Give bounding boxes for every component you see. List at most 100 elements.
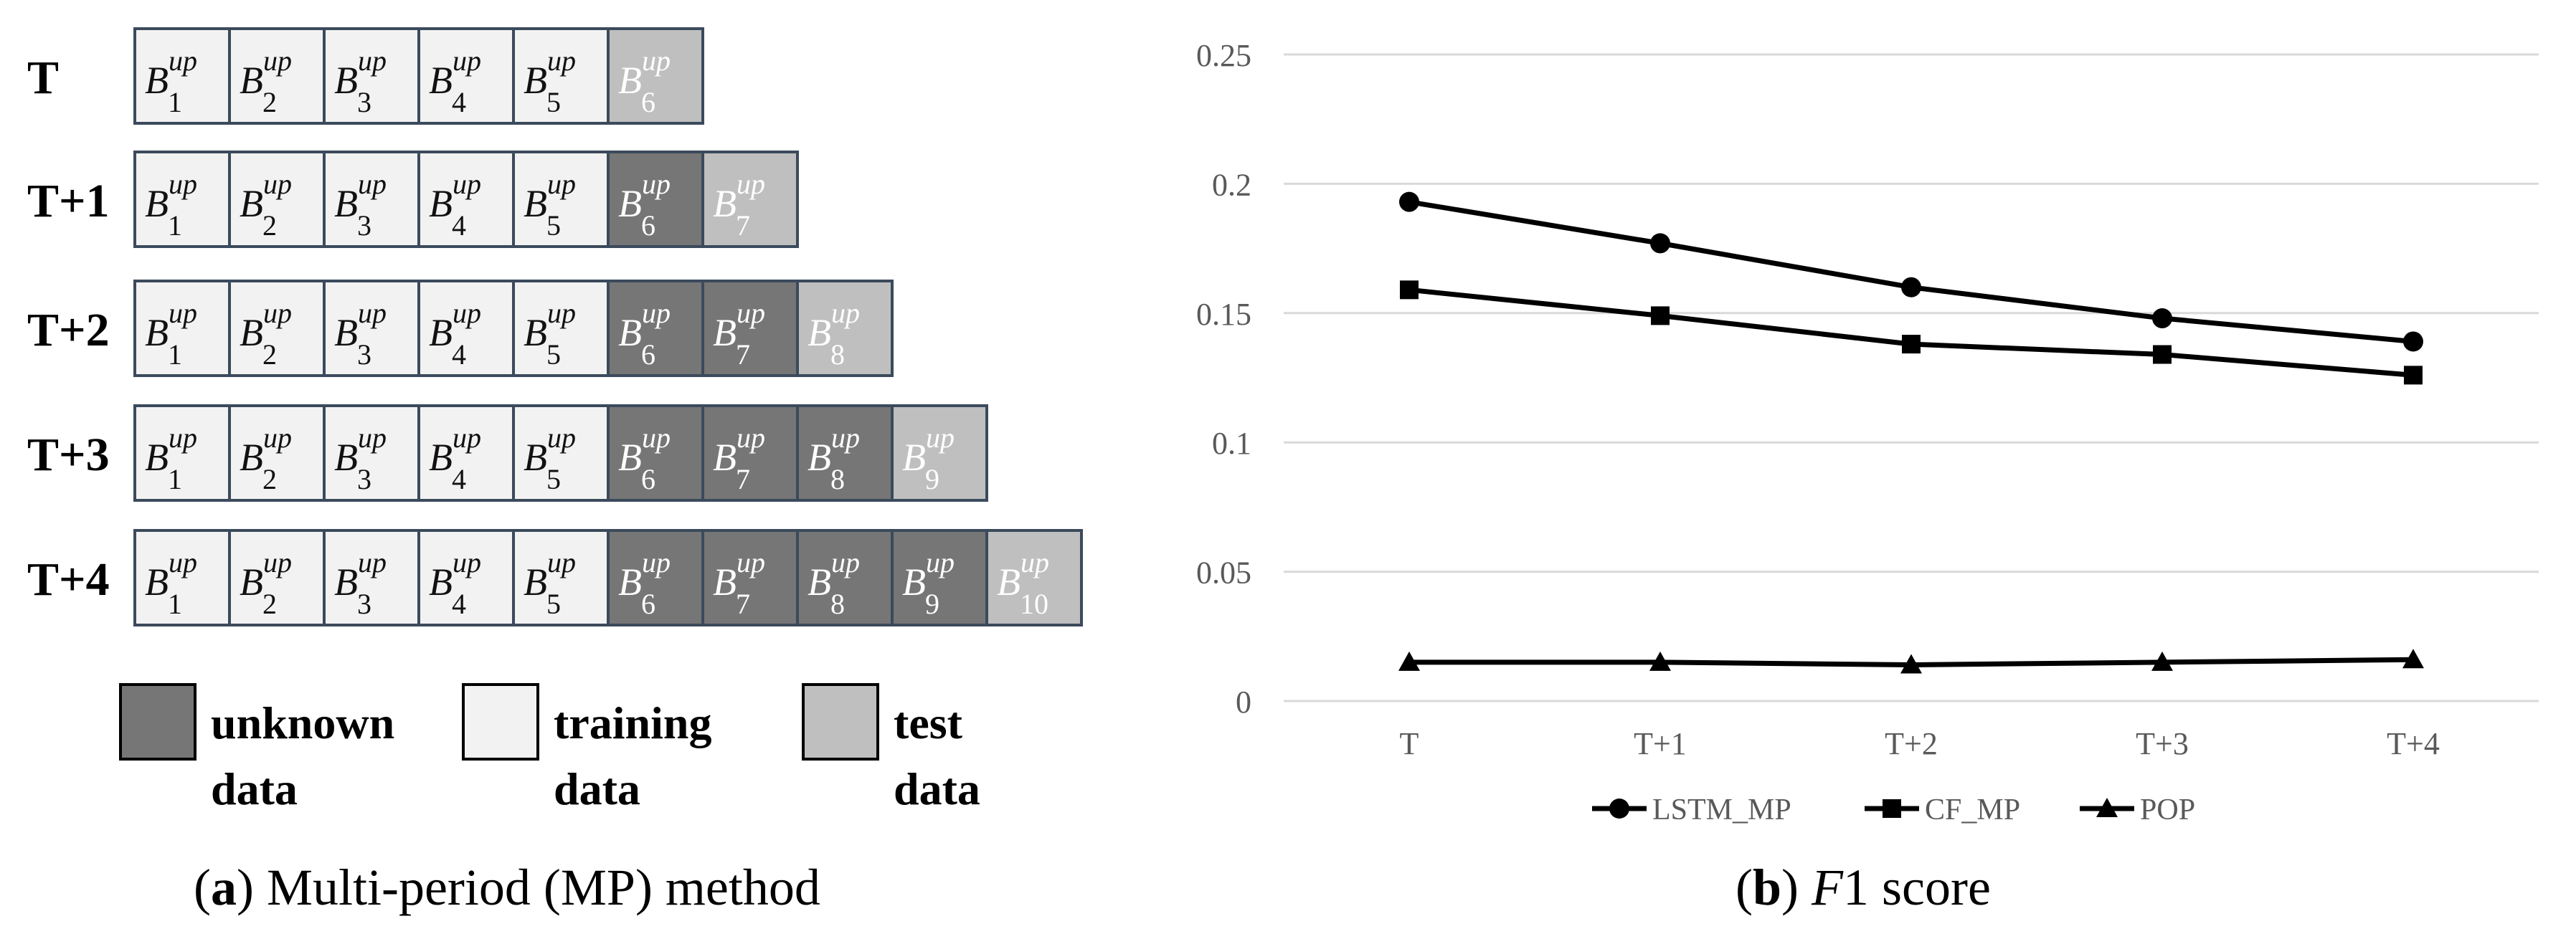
- series-lstm-mp: [1399, 191, 2423, 352]
- block-subscript: 7: [736, 209, 750, 242]
- y-tick-label: 0.05: [1196, 556, 1251, 591]
- y-tick-label: 0.2: [1212, 167, 1251, 202]
- y-tick-label: 0: [1236, 685, 1251, 720]
- caption-letter: a: [211, 859, 237, 916]
- block-symbol: B: [524, 561, 547, 604]
- legend-label-line2: data: [554, 763, 640, 814]
- block-label: Bup 5: [524, 421, 576, 495]
- block-symbol: B: [524, 59, 547, 102]
- data-point: [2153, 345, 2172, 364]
- row-label: T+4: [27, 553, 110, 606]
- data-point: [2402, 649, 2424, 669]
- block-training: [512, 404, 610, 502]
- legend-label-line1: unknown: [211, 697, 394, 748]
- block-subscript: 3: [357, 463, 371, 495]
- block-subscript: 4: [452, 338, 466, 371]
- caption-paren-close: ): [1781, 859, 1812, 916]
- block-subscript: 6: [641, 338, 655, 371]
- block-superscript: up: [831, 297, 860, 329]
- block-unknown: [701, 529, 799, 626]
- legend-label: POP: [2140, 794, 2195, 826]
- data-point: [1399, 191, 1419, 212]
- block-subscript: 9: [925, 463, 939, 495]
- block-subscript: 4: [452, 86, 466, 118]
- legend-marker: [1609, 799, 1629, 819]
- data-point: [1900, 654, 1922, 674]
- block-superscript: up: [547, 421, 576, 454]
- block-subscript: 5: [546, 86, 561, 118]
- block-symbol: B: [145, 561, 169, 604]
- legend-marker: [1883, 799, 1901, 818]
- block-label: Bup 9: [902, 546, 955, 620]
- block-training: [323, 151, 420, 248]
- block-symbol: B: [145, 59, 169, 102]
- block-symbol: B: [334, 561, 358, 604]
- block-symbol: B: [902, 561, 926, 604]
- block-label: Bup 3: [334, 168, 387, 242]
- series-cf-mp: [1400, 280, 2423, 385]
- block-label: Bup 8: [808, 421, 860, 495]
- block-label: Bup 5: [524, 546, 576, 620]
- block-unknown: [891, 529, 988, 626]
- block-symbol: B: [524, 311, 547, 354]
- legend-swatch-test: [802, 683, 879, 761]
- block-subscript: 1: [168, 209, 182, 242]
- panel-b-caption: (b) F1 score: [1736, 859, 1991, 916]
- block-label: Bup 3: [334, 546, 387, 620]
- block-subscript: 3: [357, 588, 371, 620]
- block-superscript: up: [453, 421, 481, 454]
- block-training: [417, 151, 515, 248]
- block-subscript: 6: [641, 86, 655, 118]
- block-subscript: 1: [168, 338, 182, 371]
- series-line: [1408, 287, 2414, 378]
- block-label: Bup 3: [334, 297, 387, 371]
- block-subscript: 6: [641, 588, 655, 620]
- block-subscript: 2: [262, 209, 277, 242]
- block-symbol: B: [429, 311, 453, 354]
- block-symbol: B: [429, 182, 453, 225]
- block-label: Bup 8: [808, 546, 860, 620]
- block-label: Bup 6: [618, 297, 671, 371]
- block-subscript: 3: [357, 338, 371, 371]
- block-superscript: up: [263, 421, 292, 454]
- block-label: Bup 3: [334, 421, 387, 495]
- block-subscript: 2: [262, 463, 277, 495]
- row-label: T+3: [27, 429, 110, 481]
- y-tick-label: 0.15: [1196, 297, 1251, 332]
- data-point: [1649, 651, 1671, 671]
- block-symbol: B: [713, 311, 737, 354]
- block-symbol: B: [240, 182, 263, 225]
- block-label: Bup 9: [902, 421, 955, 495]
- block-training: [323, 27, 420, 125]
- block-training: [228, 404, 326, 502]
- block-label: Bup 5: [524, 297, 576, 371]
- block-label: Bup 1: [145, 421, 197, 495]
- block-subscript: 4: [452, 463, 466, 495]
- block-subscript: 8: [830, 588, 845, 620]
- block-unknown: [607, 151, 704, 248]
- data-point: [1400, 280, 1419, 300]
- data-point: [2151, 651, 2173, 671]
- block-subscript: 8: [830, 463, 845, 495]
- legend-label-line1: test: [894, 697, 963, 748]
- caption-paren-open: (: [1736, 859, 1753, 916]
- block-label: Bup 2: [240, 297, 292, 371]
- block-subscript: 1: [168, 86, 182, 118]
- block-label: Bup 7: [713, 421, 765, 495]
- block-training: [228, 27, 326, 125]
- block-superscript: up: [737, 546, 765, 578]
- block-training: [228, 529, 326, 626]
- block-superscript: up: [547, 44, 576, 77]
- block-superscript: up: [642, 44, 671, 77]
- x-tick-label: T+2: [1885, 726, 1938, 761]
- block-superscript: up: [642, 546, 671, 578]
- caption-italic: F: [1811, 859, 1844, 916]
- block-superscript: up: [263, 44, 292, 77]
- block-subscript: 6: [641, 209, 655, 242]
- block-superscript: up: [926, 546, 955, 578]
- block-subscript: 5: [546, 209, 561, 242]
- block-symbol: B: [334, 59, 358, 102]
- row-label: T+2: [27, 304, 110, 356]
- block-training: [133, 529, 231, 626]
- block-label: Bup 10: [997, 546, 1049, 620]
